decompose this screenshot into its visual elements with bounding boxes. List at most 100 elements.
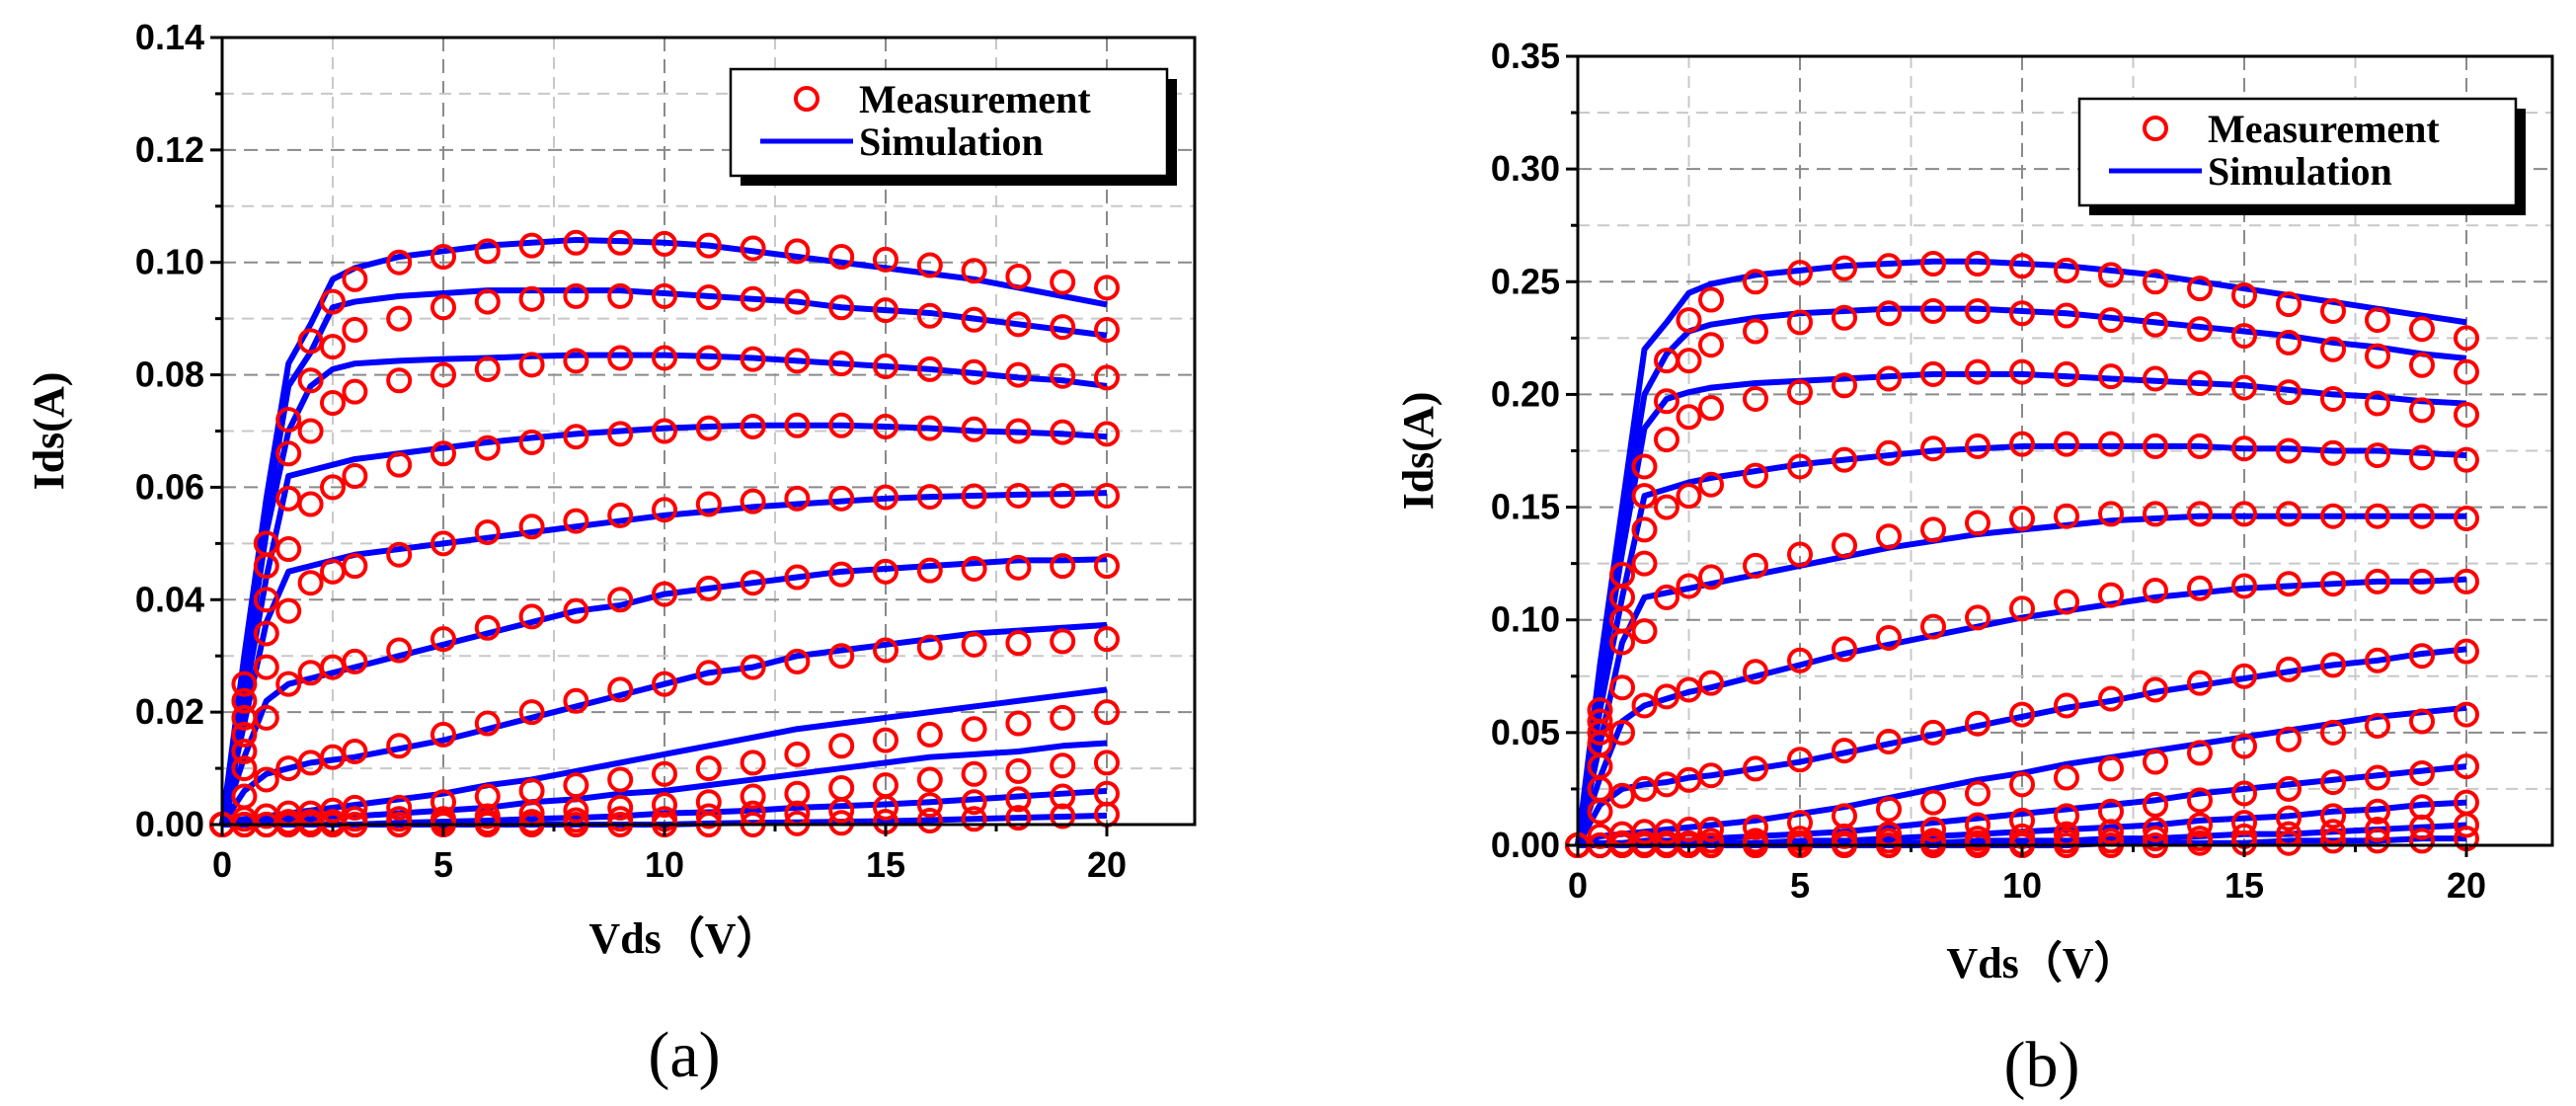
measurement-point	[2276, 437, 2302, 464]
measurement-point	[1050, 783, 1076, 810]
measurement-point	[2098, 819, 2124, 845]
measurement-point	[1876, 253, 1902, 279]
measurement-point	[2409, 397, 2435, 424]
measurement-point	[386, 794, 413, 821]
measurement-point	[784, 648, 811, 674]
measurement-point	[2276, 726, 2302, 752]
measurement-point	[430, 440, 456, 467]
measurement-point	[2009, 431, 2035, 457]
measurement-point	[2098, 755, 2124, 782]
measurement-point	[2054, 431, 2079, 457]
measurement-point	[2320, 769, 2346, 796]
measurement-point	[430, 244, 456, 271]
measurement-point	[474, 783, 501, 810]
measurement-point	[2454, 401, 2479, 428]
measurement-point	[1005, 554, 1032, 581]
measurement-point	[961, 789, 987, 816]
measurement-point	[2276, 291, 2302, 318]
measurement-point	[563, 229, 589, 256]
measurement-point	[652, 418, 677, 444]
measurement-point	[1787, 260, 1813, 286]
simulation-line-4	[219, 422, 1108, 826]
measurement-point	[740, 413, 766, 439]
panel-label: (b)	[2004, 1029, 2080, 1101]
measurement-series-4	[1565, 431, 2479, 858]
measurement-point	[2320, 652, 2346, 678]
measurement-point	[1676, 348, 1702, 374]
measurement-point	[2231, 374, 2257, 401]
measurement-point	[2365, 828, 2390, 854]
measurement-point	[916, 792, 943, 819]
measurement-point	[2098, 363, 2124, 390]
measurement-point	[2143, 578, 2168, 604]
measurement-point	[474, 518, 501, 545]
measurement-point	[2454, 568, 2479, 594]
measurement-point	[2320, 828, 2346, 854]
measurement-point	[2231, 733, 2257, 759]
measurement-point	[1743, 318, 1768, 345]
measurement-point	[231, 755, 258, 782]
measurement-point	[695, 232, 722, 259]
measurement-point	[518, 352, 545, 378]
measurement-point	[873, 727, 898, 753]
measurement-point	[2276, 775, 2302, 802]
measurement-point	[518, 514, 545, 540]
measurement-point	[253, 553, 279, 580]
x-axis-title: Vds（V）	[1946, 939, 2137, 988]
measurement-series-5	[209, 482, 1120, 837]
measurement-point	[2143, 676, 2168, 703]
measurement-point	[740, 235, 766, 262]
measurement-point	[1005, 418, 1032, 444]
legend-measurement-label: Measurement	[859, 77, 1091, 121]
measurement-point	[1920, 789, 1946, 816]
measurement-point	[1698, 471, 1724, 498]
chart-panel-a: 0 5 10 15 20 0.00 0.02 0.04 0.06 0.08 0.10 0.12 0.14…	[25, 17, 1197, 1091]
measurement-point	[1743, 659, 1768, 685]
measurement-point	[1676, 404, 1702, 431]
measurement-point	[320, 288, 346, 315]
measurement-point	[2231, 501, 2257, 527]
measurement-point	[2143, 817, 2168, 843]
measurement-point	[873, 297, 898, 324]
measurement-point	[873, 484, 898, 511]
measurement-point	[873, 354, 898, 380]
measurement-point	[2054, 257, 2079, 283]
measurement-point	[1005, 757, 1032, 784]
measurement-point	[1631, 618, 1658, 645]
measurement-point	[1094, 750, 1120, 776]
measurement-point	[1698, 564, 1724, 591]
measurement-point	[2009, 701, 2035, 728]
measurement-point	[1587, 798, 1613, 825]
measurement-point	[2143, 365, 2168, 392]
measurement-point	[2454, 701, 2479, 728]
measurement-point	[1698, 670, 1724, 696]
measurement-point	[342, 553, 368, 580]
measurement-point	[2054, 302, 2079, 329]
measurement-series-1	[1565, 251, 2479, 858]
measurement-point	[652, 282, 677, 309]
measurement-point	[607, 794, 634, 821]
measurement-point	[430, 626, 456, 653]
simulation-line-5	[1575, 513, 2466, 846]
measurement-point	[2054, 589, 2079, 615]
measurement-point	[961, 258, 987, 284]
measurement-point	[695, 491, 722, 517]
y-axis: 0.00 0.02 0.04 0.06 0.08 0.10 0.12 0.14	[135, 17, 222, 844]
measurement-point	[1876, 300, 1902, 327]
x-tick-label: 10	[2002, 865, 2042, 906]
measurement-point	[563, 797, 589, 824]
measurement-point	[2276, 329, 2302, 356]
simulation-line-9	[222, 740, 1108, 828]
measurement-point	[1005, 710, 1032, 737]
measurement-point	[1094, 421, 1120, 447]
measurement-point	[695, 755, 722, 782]
measurement-point	[2454, 753, 2479, 780]
panel-label: (a)	[648, 1019, 720, 1091]
x-tick-label: 20	[2447, 865, 2486, 906]
measurement-point	[1920, 360, 1946, 387]
measurement-point	[740, 285, 766, 312]
measurement-point	[297, 491, 324, 517]
y-tick-label: 0.00	[1491, 825, 1560, 865]
measurement-point	[342, 648, 368, 674]
measurement-point	[1050, 482, 1076, 509]
